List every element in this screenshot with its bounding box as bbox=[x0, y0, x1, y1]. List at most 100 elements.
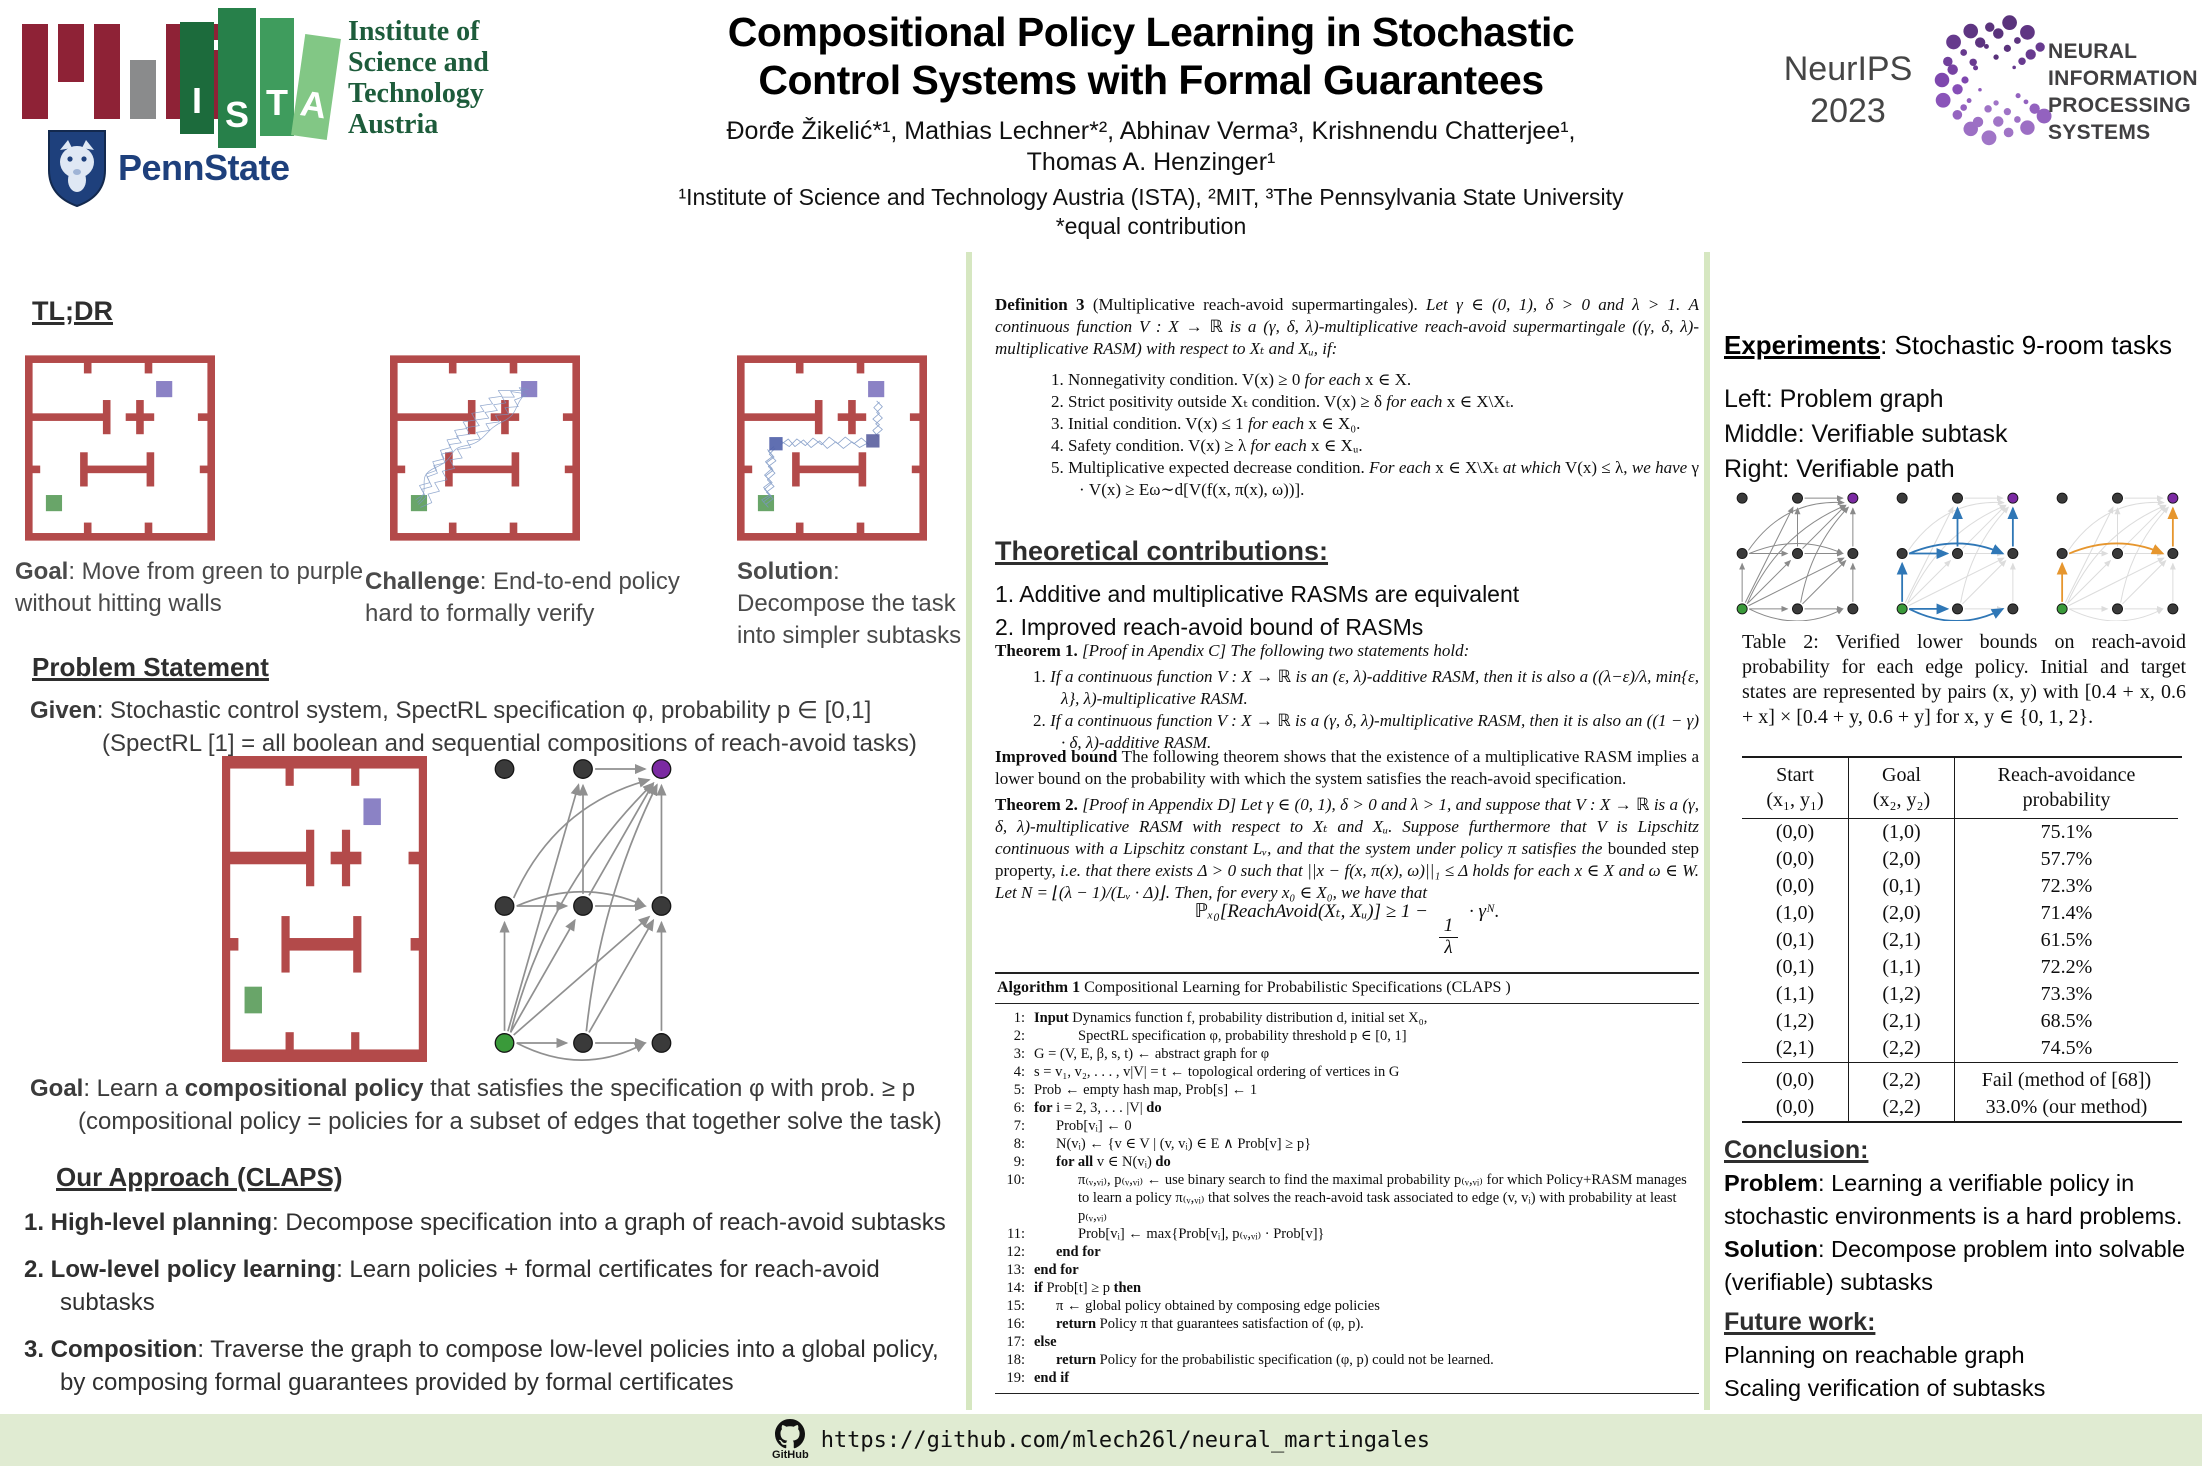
equal-contribution: *equal contribution bbox=[1055, 213, 1247, 239]
conclusion-lines: Problem: Learning a verifiable policy in… bbox=[1724, 1167, 2198, 1299]
authors-line: Đorđe Žikelić*¹, Mathias Lechner*², Abhi… bbox=[726, 117, 1576, 145]
formula-fraction: 1 λ bbox=[1438, 915, 1459, 959]
algorithm-line: 1: Input Dynamics function f, probability… bbox=[1013, 1010, 1428, 1026]
column-divider bbox=[966, 252, 972, 1410]
conclusion-line: Problem: Learning a verifiable policy in… bbox=[1724, 1170, 2183, 1229]
neurips-text-line: NEURAL bbox=[2048, 40, 2138, 63]
algorithm-line: 11: Prob[vᵢ] ← max{Prob[vᵢ], p₍ᵥ,ᵥᵢ₎ · Pr… bbox=[1007, 1226, 1325, 1242]
algorithm-line: 6: for i = 2, 3, . . . |V| do bbox=[1013, 1100, 1162, 1116]
table-cell: 71.4% bbox=[1954, 900, 2178, 927]
table-cell: 72.3% bbox=[1954, 873, 2178, 900]
table-cell: (2,0) bbox=[1848, 846, 1954, 873]
approach-heading: Our Approach (CLAPS) bbox=[56, 1162, 343, 1192]
neurips-text-line: SYSTEMS bbox=[2048, 121, 2151, 144]
future-work-line: Planning on reachable graph bbox=[1724, 1342, 2025, 1368]
ista-word-line: Austria bbox=[348, 109, 439, 140]
contribution-item: 1. Additive and multiplicative RASMs are… bbox=[995, 581, 1520, 607]
experiments-heading: Experiments: Stochastic 9-room tasks bbox=[1724, 330, 2172, 361]
table-cell: (0,1) bbox=[1848, 873, 1954, 900]
fraction-numerator: 1 bbox=[1438, 915, 1459, 938]
definition-conditions: 1. Nonnegativity condition. V(x) ≥ 0 for… bbox=[995, 369, 1699, 501]
fraction-denominator: λ bbox=[1444, 936, 1453, 958]
theorem-1-item: 1. If a continuous function V : X → ℝ is… bbox=[1033, 667, 1700, 708]
table-cell: (1,1) bbox=[1775, 983, 1815, 1005]
room-figure-solution bbox=[737, 352, 927, 544]
table-cell: 74.5% bbox=[1954, 1035, 2178, 1062]
experiments-rest: : Stochastic 9-room tasks bbox=[1880, 330, 2172, 360]
theorem-2: Theorem 2. [Proof in Appendix D] Let γ ∈… bbox=[995, 795, 1700, 902]
ista-letter: A bbox=[291, 33, 341, 141]
caption-goal: Goal: Move from green to purple without … bbox=[15, 558, 364, 617]
github-icon bbox=[775, 1419, 806, 1449]
room-figure-problem bbox=[222, 756, 427, 1062]
algorithm-line: 9: for all v ∈ N(vᵢ) do bbox=[1013, 1154, 1171, 1170]
definition-intro: Definition 3 (Multiplicative reach-avoid… bbox=[995, 295, 1699, 358]
table-cell: (1,0) bbox=[1775, 902, 1815, 924]
approach-item: 1. High-level planning: Decompose specif… bbox=[24, 1209, 946, 1236]
title-line: Compositional Policy Learning in Stochas… bbox=[727, 9, 1575, 55]
table-cell: (2,1) bbox=[1775, 1037, 1815, 1059]
table-cell: 75.1% bbox=[1954, 819, 2178, 846]
tldr-heading: TL;DR bbox=[32, 296, 113, 326]
conclusion-line: Solution: Decompose problem into solvabl… bbox=[1724, 1236, 2186, 1295]
table-cell: (1,0) bbox=[1848, 819, 1954, 846]
table-cell: (0,0) bbox=[1775, 1096, 1815, 1118]
neurips-text-line: PROCESSING bbox=[2048, 94, 2192, 117]
approach-list: 1. High-level planning: Decompose specif… bbox=[24, 1206, 969, 1413]
table-cell: 68.5% bbox=[1954, 1008, 2178, 1035]
theoretical-contributions-heading: Theoretical contributions: bbox=[995, 536, 1329, 566]
table-cell: (1,1) bbox=[1848, 954, 1954, 981]
future-work-line: Scaling verification of subtasks bbox=[1724, 1375, 2046, 1401]
algorithm-line: 10: π₍ᵥ,ᵥᵢ₎, p₍ᵥ,ᵥᵢ₎ ← use binary search … bbox=[1006, 1172, 1687, 1224]
improved-bound: Improved bound The following theorem sho… bbox=[995, 747, 1699, 788]
table-cell: (2,0) bbox=[1848, 900, 1954, 927]
table-cell: (0,0) bbox=[1775, 848, 1815, 870]
algorithm-line: 4: s = v₁, v₂, . . . , v|V| = t ← topolog… bbox=[1013, 1064, 1400, 1080]
definition-condition: 1. Nonnegativity condition. V(x) ≥ 0 for… bbox=[1051, 370, 1412, 389]
neurips-logo-text: NEURAL INFORMATION PROCESSING SYSTEMS bbox=[2048, 38, 2198, 146]
abstract-graph-figure bbox=[494, 759, 672, 1061]
definition-3: Definition 3 (Multiplicative reach-avoid… bbox=[995, 294, 1699, 501]
algorithm-line: 2: SpectRL specification φ, probability t… bbox=[1013, 1028, 1407, 1044]
table-2-grid: Start (x₁, y₁) Goal (x₂, y₂) Reach-avoidance… bbox=[1742, 756, 2182, 1123]
table-header: Goal (x₂, y₂) bbox=[1848, 758, 1954, 819]
ista-word-line: Science and bbox=[348, 47, 489, 78]
legend-line: Middle: Verifiable subtask bbox=[1724, 420, 2008, 448]
table-cell: (1,2) bbox=[1775, 1010, 1815, 1032]
formula-pre: ℙₓ₀[ReachAvoid(Xₜ, Xᵤ)] ≥ 1 − bbox=[1194, 901, 1428, 922]
approach-item: 2. Low-level policy learning: Learn poli… bbox=[24, 1256, 880, 1316]
theorem-1-intro: Theorem 1. [Proof in Apendix C] The foll… bbox=[995, 641, 1470, 660]
experiment-graph-path bbox=[2056, 492, 2179, 621]
table-2-caption: Table 2: Verified lower bounds on reach-… bbox=[1742, 631, 2186, 728]
table-cell: 57.7% bbox=[1954, 846, 2178, 873]
problem-statement-heading: Problem Statement bbox=[32, 652, 269, 682]
algorithm-line: 16: return Policy π that guarantees satis… bbox=[1006, 1316, 1364, 1332]
neurips-text-line: INFORMATION bbox=[2048, 67, 2198, 90]
algorithm-line: 14: if Prob[t] ≥ p then bbox=[1006, 1280, 1142, 1296]
legend-line: Left: Problem graph bbox=[1724, 385, 1944, 413]
table-cell: (0,0) bbox=[1742, 1062, 1848, 1094]
ista-word-line: Technology bbox=[348, 78, 484, 109]
theorem-1: Theorem 1. [Proof in Apendix C] The foll… bbox=[995, 640, 1699, 754]
experiments-legend: Left: Problem graph Middle: Verifiable su… bbox=[1724, 382, 2007, 487]
neurips-badge: NeurIPS 2023 bbox=[1768, 48, 1928, 132]
theoretical-contributions-list: 1. Additive and multiplicative RASMs are… bbox=[995, 578, 1519, 644]
experiment-graphs bbox=[1722, 478, 2198, 621]
definition-condition: 3. Initial condition. V(x) ≤ 1 for each … bbox=[1051, 414, 1361, 433]
ista-logo: I S T A bbox=[180, 8, 341, 158]
theorem-1-item: 2. If a continuous function V : X → ℝ is… bbox=[1033, 711, 1700, 752]
table-cell: (0,0) bbox=[1775, 821, 1815, 843]
table-cell: 73.3% bbox=[1954, 981, 2178, 1008]
formula-post: · γᴺ. bbox=[1469, 901, 1500, 922]
ista-word-line: Institute of bbox=[348, 16, 480, 47]
algorithm-bottom-rule bbox=[995, 1393, 1699, 1394]
table-cell: Fail (method of [68]) bbox=[1954, 1062, 2178, 1094]
approach-item: 3. Composition: Traverse the graph to co… bbox=[24, 1336, 939, 1396]
given-text: Given: Stochastic control system, SpectR… bbox=[30, 694, 970, 760]
room-figure-challenge bbox=[390, 355, 580, 541]
caption-solution: Solution: Decompose the task into simple… bbox=[737, 558, 962, 649]
ista-letter: I bbox=[180, 22, 214, 134]
conclusion-section: Conclusion: Problem: Learning a verifiab… bbox=[1724, 1134, 2198, 1299]
algorithm-lines: 1: Input Dynamics function f, probability… bbox=[995, 1009, 1699, 1387]
room-figure-goal bbox=[25, 355, 215, 541]
